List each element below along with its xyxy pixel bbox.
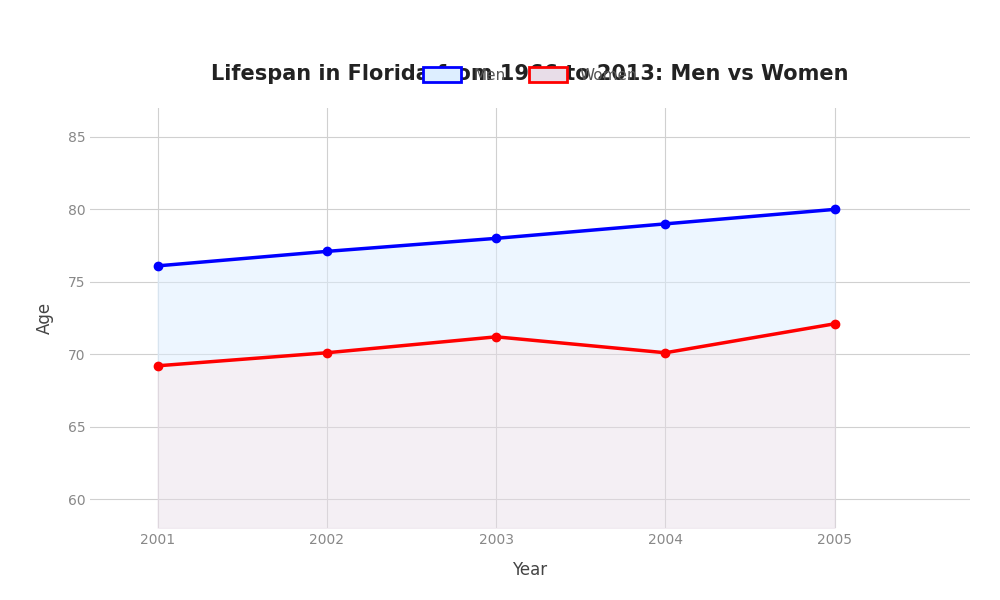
- Y-axis label: Age: Age: [36, 302, 54, 334]
- Legend: Men, Women: Men, Women: [417, 61, 643, 89]
- X-axis label: Year: Year: [512, 561, 548, 579]
- Title: Lifespan in Florida from 1966 to 2013: Men vs Women: Lifespan in Florida from 1966 to 2013: M…: [211, 64, 849, 84]
